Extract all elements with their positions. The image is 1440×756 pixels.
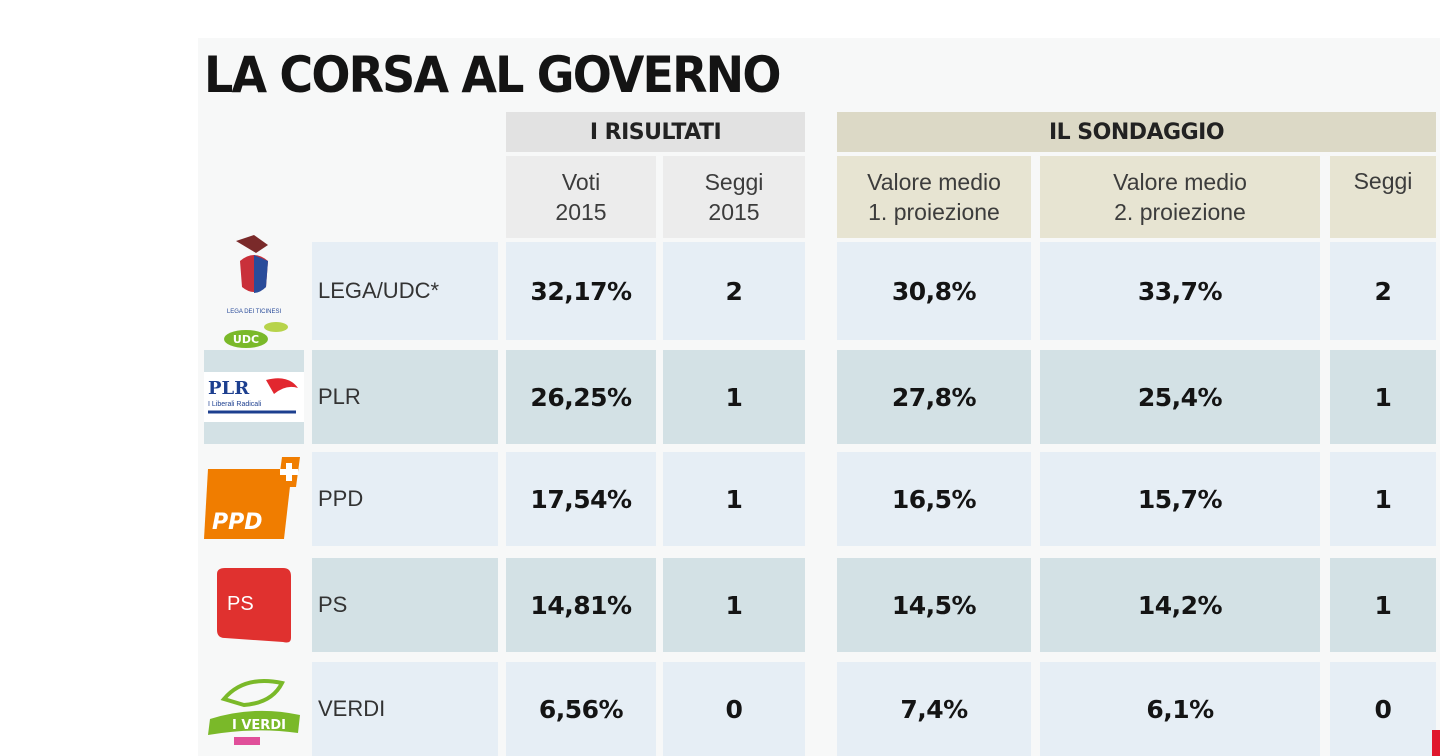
col-header-proiezione-1-line: Valore medio xyxy=(867,169,1001,195)
cell-seggi2015: 1 xyxy=(663,350,805,444)
party-logo-verdi: I VERDI xyxy=(204,662,304,756)
col-header-voti-2015-line: 2015 xyxy=(555,199,607,225)
col-header-seggi-2015-line: Seggi xyxy=(704,169,764,195)
ppd-logo-icon: PPD xyxy=(204,457,300,539)
cell-proj2: 6,1% xyxy=(1040,662,1320,756)
party-logo-ps: PS xyxy=(204,558,304,652)
svg-text:UDC: UDC xyxy=(233,333,259,346)
cell-proj2: 25,4% xyxy=(1040,350,1320,444)
party-logo-legaudc: LEGA DEI TICINESI UDC xyxy=(204,235,304,348)
cell-proj1: 30,8% xyxy=(837,242,1031,340)
party-logo-ppd: PPD xyxy=(204,452,304,546)
svg-text:PPD: PPD xyxy=(212,510,263,535)
cell-proj1: 16,5% xyxy=(837,452,1031,546)
col-header-seggi-2015: Seggi 2015 xyxy=(663,156,805,238)
col-header-proiezione-2-line: Valore medio xyxy=(1113,169,1247,195)
cell-seggi: 1 xyxy=(1330,350,1436,444)
svg-text:PLR: PLR xyxy=(208,378,250,399)
party-name: PS xyxy=(312,558,498,652)
col-header-proiezione-2-line: 2. proiezione xyxy=(1114,199,1246,225)
cell-voti: 14,81% xyxy=(506,558,656,652)
cell-seggi2015: 2 xyxy=(663,242,805,340)
svg-text:PS: PS xyxy=(227,593,254,615)
cell-seggi: 1 xyxy=(1330,558,1436,652)
party-logo-plr: PLR I Liberali Radicali xyxy=(204,350,304,444)
svg-text:I VERDI: I VERDI xyxy=(232,718,286,733)
cell-seggi: 0 xyxy=(1330,662,1436,756)
verdi-logo-icon: I VERDI xyxy=(208,679,300,745)
cell-proj2: 15,7% xyxy=(1040,452,1320,546)
cell-seggi2015: 0 xyxy=(663,662,805,756)
ps-logo-icon: PS xyxy=(217,568,291,643)
col-header-proiezione-2: Valore medio 2. proiezione xyxy=(1040,156,1320,238)
party-name: LEGA/UDC* xyxy=(312,242,498,340)
page-title: LA CORSA AL GOVERNO xyxy=(204,46,781,104)
cell-proj2: 33,7% xyxy=(1040,242,1320,340)
col-header-seggi: Seggi xyxy=(1330,156,1436,238)
svg-text:LEGA DEI TICINESI: LEGA DEI TICINESI xyxy=(227,309,282,315)
party-name: VERDI xyxy=(312,662,498,756)
cell-seggi: 1 xyxy=(1330,452,1436,546)
cell-voti: 26,25% xyxy=(506,350,656,444)
party-name: PPD xyxy=(312,452,498,546)
cell-seggi2015: 1 xyxy=(663,452,805,546)
group-header-sondaggio: IL SONDAGGIO xyxy=(837,112,1436,152)
cell-seggi: 2 xyxy=(1330,242,1436,340)
cell-proj2: 14,2% xyxy=(1040,558,1320,652)
cell-proj1: 27,8% xyxy=(837,350,1031,444)
col-header-proiezione-1-line: 1. proiezione xyxy=(868,199,1000,225)
party-name: PLR xyxy=(312,350,498,444)
cell-proj1: 14,5% xyxy=(837,558,1031,652)
cell-voti: 6,56% xyxy=(506,662,656,756)
red-edge-mark xyxy=(1432,730,1440,756)
svg-text:I Liberali Radicali: I Liberali Radicali xyxy=(208,401,262,408)
group-header-risultati: I RISULTATI xyxy=(506,112,805,152)
lega-udc-logo-icon: LEGA DEI TICINESI UDC xyxy=(224,235,288,348)
col-header-seggi-line: Seggi xyxy=(1353,168,1413,194)
cell-voti: 17,54% xyxy=(506,452,656,546)
col-header-proiezione-1: Valore medio 1. proiezione xyxy=(837,156,1031,238)
plr-logo-icon: PLR I Liberali Radicali xyxy=(204,372,304,422)
col-header-voti-2015: Voti 2015 xyxy=(506,156,656,238)
cell-voti: 32,17% xyxy=(506,242,656,340)
cell-seggi2015: 1 xyxy=(663,558,805,652)
col-header-seggi-2015-line: 2015 xyxy=(708,199,760,225)
cell-proj1: 7,4% xyxy=(837,662,1031,756)
col-header-voti-2015-line: Voti xyxy=(561,169,601,195)
